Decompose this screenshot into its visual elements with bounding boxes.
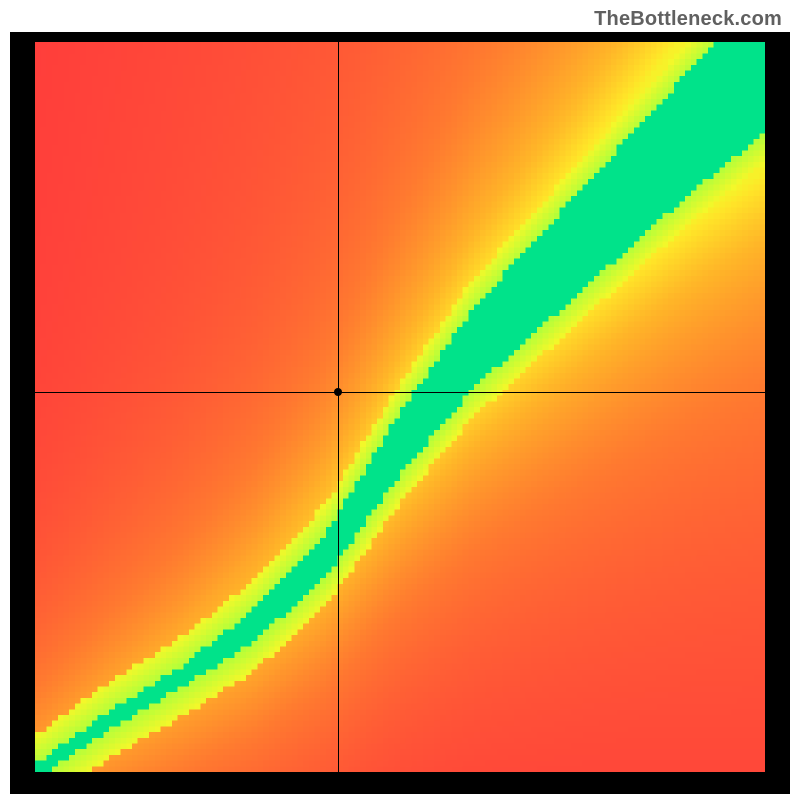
bottleneck-chart-container: TheBottleneck.com xyxy=(0,0,800,800)
attribution-label: TheBottleneck.com xyxy=(594,8,782,31)
crosshair-horizontal xyxy=(35,392,765,393)
plot-frame xyxy=(10,32,790,794)
bottleneck-marker-point xyxy=(334,388,342,396)
plot-area xyxy=(35,42,765,772)
crosshair-vertical xyxy=(338,42,339,772)
heatmap-canvas xyxy=(35,42,765,772)
